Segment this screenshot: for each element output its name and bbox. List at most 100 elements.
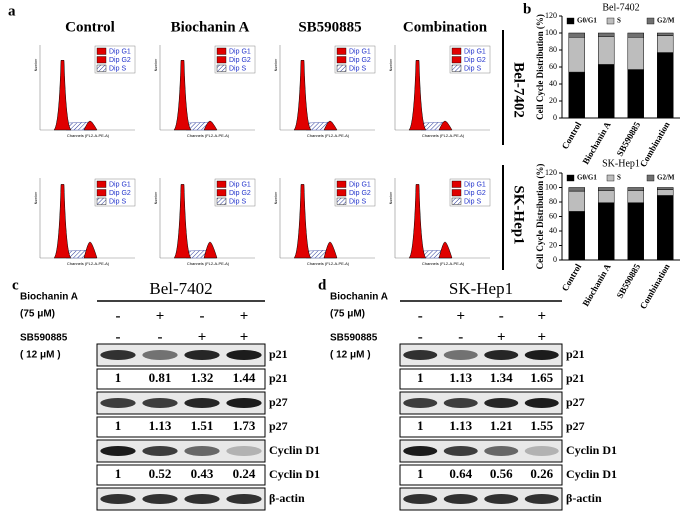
legend-text: Dip G2 bbox=[349, 190, 371, 197]
quant-value: 1 bbox=[417, 466, 424, 481]
band bbox=[142, 494, 178, 504]
band bbox=[484, 350, 519, 360]
band bbox=[403, 494, 438, 504]
x-tick-label: Combination bbox=[638, 120, 672, 169]
bar-segment bbox=[657, 32, 674, 36]
legend-text: Dip S bbox=[349, 65, 366, 72]
y-tick-label: 100 bbox=[545, 182, 557, 191]
x-tick-label: Biochanin A bbox=[580, 262, 613, 308]
dip-g1 bbox=[173, 60, 192, 131]
quant-value: 1 bbox=[115, 418, 122, 433]
legend-text: Dip G2 bbox=[229, 190, 251, 197]
blot-box bbox=[399, 439, 563, 463]
band bbox=[100, 350, 136, 360]
histogram: Number Channels (FL2-A-PE-A) Dip G1 Dip G2D… bbox=[274, 45, 376, 138]
quant-value: 1.34 bbox=[490, 370, 513, 385]
legend-swatch bbox=[96, 197, 107, 205]
quant-value: 0.52 bbox=[149, 466, 172, 481]
blot bbox=[399, 439, 563, 463]
treatment-sign: - bbox=[418, 308, 423, 324]
quant-box bbox=[399, 368, 563, 390]
panel-label: d bbox=[318, 277, 327, 293]
quant-value: 1.65 bbox=[530, 370, 553, 385]
legend-swatch bbox=[451, 47, 462, 55]
legend-swatch bbox=[451, 189, 462, 197]
treatment-sign: - bbox=[116, 329, 121, 345]
legend-text: G2/M bbox=[657, 17, 675, 25]
band bbox=[484, 398, 519, 408]
histogram: Number Channels (FL2-A-PE-A) Dip G1 Dip G2D… bbox=[34, 45, 136, 138]
legend-swatch bbox=[451, 64, 462, 72]
x-axis-label: Channels (FL2-A-PE-A) bbox=[307, 261, 350, 266]
legend-swatch bbox=[451, 180, 462, 188]
legend-text: Dip G1 bbox=[349, 181, 371, 188]
band bbox=[226, 350, 262, 360]
treatment-label: Biochanin A bbox=[330, 292, 388, 303]
y-axis-label: Number bbox=[34, 58, 38, 71]
x-axis-label: Channels (FL2-A-PE-A) bbox=[67, 261, 110, 266]
bar-segment bbox=[598, 36, 615, 65]
y-tick-label: 120 bbox=[545, 168, 557, 177]
treatment-dose: (75 μM) bbox=[330, 309, 365, 320]
x-tick-label: SB590885 bbox=[615, 120, 643, 158]
bar-segment bbox=[598, 187, 615, 191]
bar-segment bbox=[657, 35, 674, 53]
protein-label: p21 bbox=[566, 347, 585, 361]
bar-segment bbox=[657, 195, 674, 261]
quant-value: 1.13 bbox=[449, 418, 472, 433]
quant-label: p21 bbox=[269, 371, 288, 385]
band bbox=[226, 446, 262, 456]
treatment-sign: - bbox=[116, 308, 121, 324]
bar-segment bbox=[568, 37, 585, 73]
blot-box bbox=[399, 487, 563, 511]
quant-box bbox=[96, 368, 266, 390]
y-axis-label: Number bbox=[389, 58, 393, 71]
quant-value: 1.73 bbox=[233, 418, 256, 433]
bar-segment bbox=[598, 190, 615, 203]
protein-label: Cyclin D1 bbox=[566, 443, 617, 457]
y-axis-label: Number bbox=[34, 191, 38, 204]
dip-g1 bbox=[53, 184, 72, 259]
blot bbox=[96, 487, 266, 511]
band bbox=[184, 398, 220, 408]
blot-box bbox=[96, 343, 266, 367]
band bbox=[443, 350, 478, 360]
band bbox=[226, 398, 262, 408]
column-title: Biochanin A bbox=[171, 19, 250, 35]
dip-g1 bbox=[293, 60, 312, 131]
bar-segment bbox=[657, 189, 674, 196]
protein-label: p21 bbox=[269, 347, 288, 361]
band bbox=[226, 494, 262, 504]
quant-value: 1 bbox=[115, 466, 122, 481]
blot-title: SK-Hep1 bbox=[449, 279, 513, 298]
y-axis-label: Number bbox=[154, 58, 158, 71]
band bbox=[524, 446, 559, 456]
quant-value: 1.32 bbox=[191, 370, 214, 385]
quant-value: 0.26 bbox=[530, 466, 553, 481]
dip-g1 bbox=[408, 184, 427, 259]
legend-text: Dip G1 bbox=[109, 181, 131, 188]
legend-swatch bbox=[96, 56, 107, 64]
row-label: Bel-7402 bbox=[511, 62, 527, 118]
dip-g2 bbox=[323, 241, 338, 259]
legend-swatch bbox=[566, 174, 575, 182]
blot bbox=[399, 343, 563, 367]
x-tick-label: Control bbox=[560, 262, 584, 293]
chart-title: SK-Hep1 bbox=[602, 158, 640, 169]
bar-segment bbox=[657, 187, 674, 190]
y-tick-label: 80 bbox=[549, 197, 557, 206]
panel-label: a bbox=[8, 3, 16, 19]
x-axis-label: Channels (FL2-A-PE-A) bbox=[422, 261, 465, 266]
y-tick-label: 80 bbox=[549, 45, 557, 54]
protein-label: β-actin bbox=[269, 491, 305, 505]
band bbox=[100, 446, 136, 456]
dip-g2 bbox=[203, 241, 218, 259]
column-title: Control bbox=[65, 19, 115, 35]
dip-g2 bbox=[203, 120, 218, 131]
blot-box bbox=[399, 391, 563, 415]
legend-text: Dip G2 bbox=[109, 190, 131, 197]
quant-value: 1 bbox=[417, 370, 424, 385]
protein-label: p27 bbox=[566, 395, 585, 409]
bar-segment bbox=[568, 211, 585, 261]
quant-value: 1.44 bbox=[233, 370, 256, 385]
